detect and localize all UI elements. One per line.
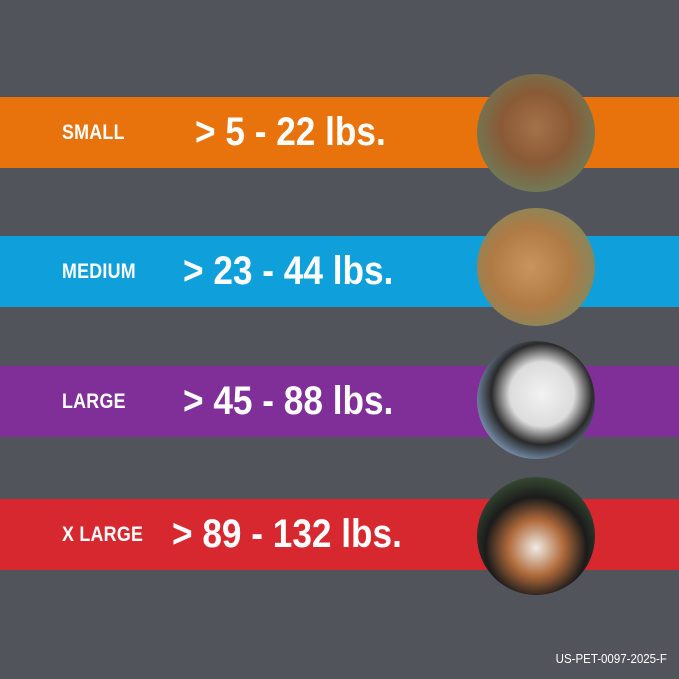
weight-range: > 89 - 132 lbs. xyxy=(172,512,402,556)
bernese-mountain-dog-photo xyxy=(477,477,595,595)
footer-code: US-PET-0097-2025-F xyxy=(555,652,667,666)
size-label: SMALL xyxy=(62,121,125,144)
size-label: LARGE xyxy=(62,390,126,413)
weight-range: > 23 - 44 lbs. xyxy=(183,249,394,293)
small-terrier-dog-photo xyxy=(477,74,595,192)
weight-range: > 45 - 88 lbs. xyxy=(183,379,394,423)
cocker-spaniel-dog-photo xyxy=(477,208,595,326)
weight-range: > 5 - 22 lbs. xyxy=(195,110,386,154)
dalmatian-dog-photo xyxy=(477,341,595,459)
size-label: X LARGE xyxy=(62,523,144,546)
size-label: MEDIUM xyxy=(62,260,136,283)
